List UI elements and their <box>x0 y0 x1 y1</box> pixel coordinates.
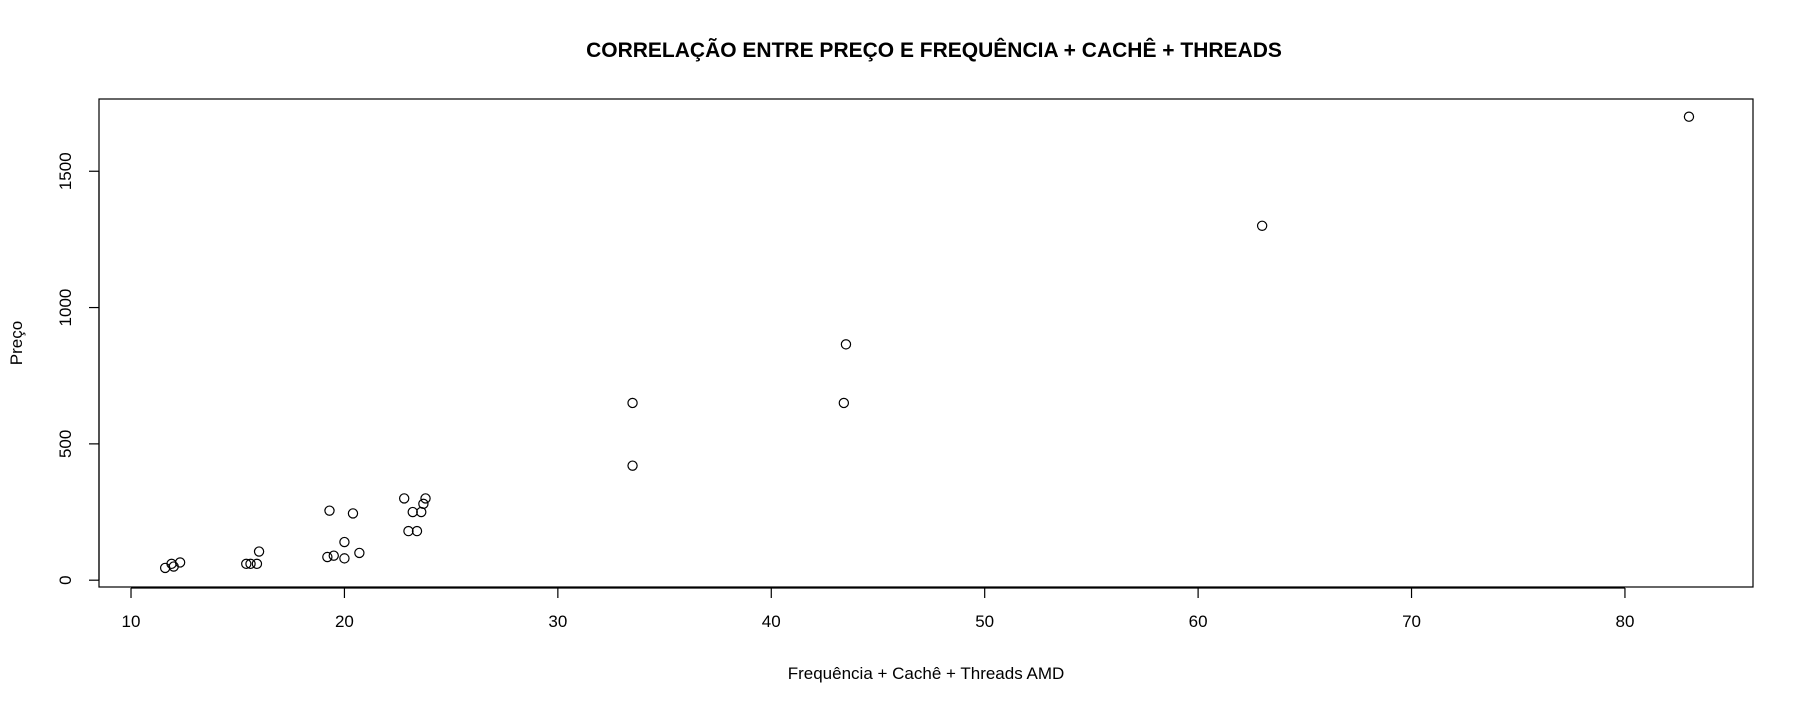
y-axis: 0 500 1000 1500 <box>56 152 100 585</box>
chart-title: CORRELAÇÃO ENTRE PREÇO E FREQUÊNCIA + CA… <box>586 38 1282 62</box>
data-point <box>407 506 418 518</box>
data-point <box>328 550 339 561</box>
data-point <box>627 460 638 471</box>
data-point <box>347 508 359 519</box>
data-point <box>322 551 333 563</box>
data-point <box>324 505 335 516</box>
plot-frame <box>98 98 1754 588</box>
x-tick-label: 80 <box>1615 612 1634 631</box>
x-axis-label: Frequência + Cachê + Threads AMD <box>788 664 1065 683</box>
y-tick-label: 1000 <box>56 289 75 327</box>
data-point <box>627 397 638 409</box>
data-point <box>245 558 256 570</box>
x-tick-label: 50 <box>975 612 994 631</box>
data-point <box>411 525 423 537</box>
y-tick-label: 1500 <box>56 152 75 190</box>
y-axis-label: Preço <box>7 321 26 365</box>
data-point <box>838 397 850 409</box>
data-point <box>339 536 350 548</box>
data-point <box>398 493 410 504</box>
data-point <box>174 557 186 568</box>
data-point <box>416 506 427 518</box>
data-point <box>418 498 429 510</box>
data-point <box>403 525 414 537</box>
data-point <box>251 558 263 570</box>
y-tick-label: 0 <box>56 575 75 584</box>
data-point <box>253 546 265 557</box>
x-axis: 10 20 30 40 50 60 70 80 <box>122 587 1634 631</box>
data-point <box>241 558 252 570</box>
data-point <box>354 547 365 559</box>
data-points <box>159 111 1695 574</box>
data-point <box>840 339 852 350</box>
data-point <box>339 553 350 564</box>
x-tick-label: 70 <box>1402 612 1421 631</box>
x-tick-label: 40 <box>762 612 781 631</box>
x-tick-label: 10 <box>122 612 141 631</box>
data-point <box>1683 111 1695 122</box>
y-tick-label: 500 <box>56 430 75 458</box>
data-point <box>1256 220 1268 231</box>
x-tick-label: 60 <box>1189 612 1208 631</box>
x-tick-label: 30 <box>548 612 567 631</box>
data-point <box>420 493 431 504</box>
x-tick-label: 20 <box>335 612 354 631</box>
